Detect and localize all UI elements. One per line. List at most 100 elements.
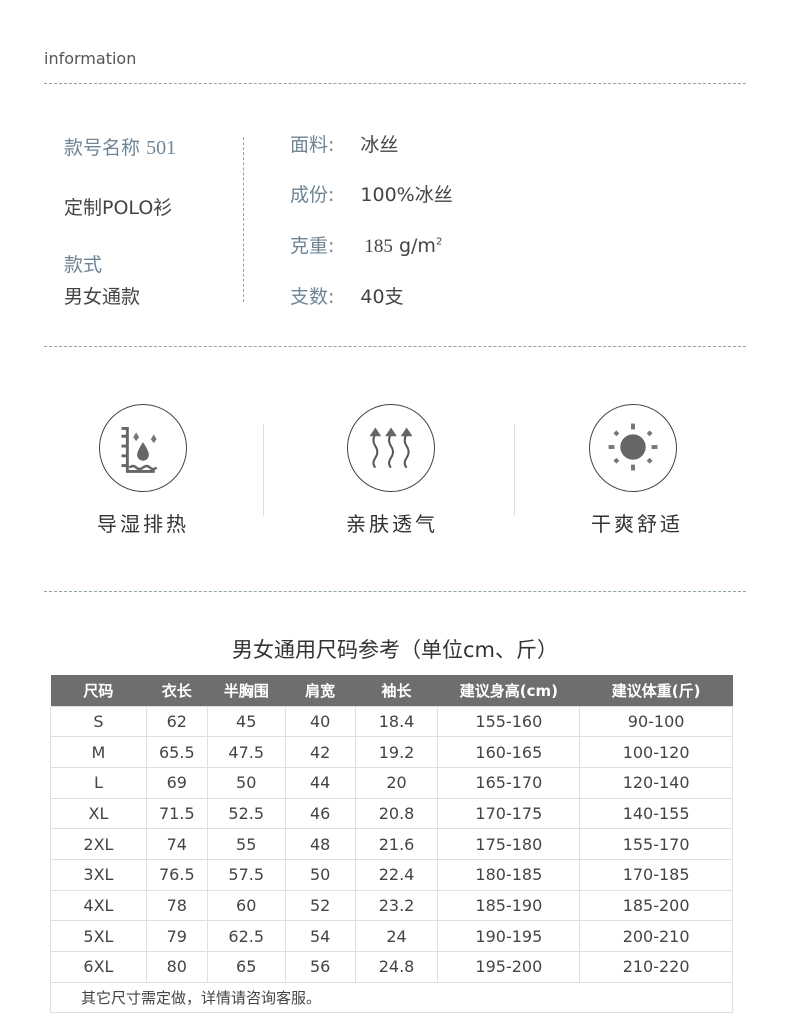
section-label: information xyxy=(44,49,137,68)
table-row: 5XL 79 62.5 54 24 190-195 200-210 xyxy=(50,920,733,952)
column-header: 建议身高(cm) xyxy=(437,675,580,706)
separator xyxy=(263,424,264,516)
table-cell: 65 xyxy=(206,951,286,983)
table-cell: 165-170 xyxy=(437,766,581,799)
table-cell: 74 xyxy=(145,828,208,860)
table-cell: 54 xyxy=(284,920,356,952)
style-label: 款式 xyxy=(64,254,103,276)
table-cell: 69 xyxy=(145,766,208,799)
spec-unit-sup: 2 xyxy=(435,236,443,248)
table-cell: L xyxy=(50,766,147,799)
column-header: 袖长 xyxy=(355,675,438,706)
spec-unit: g/m xyxy=(398,235,436,257)
table-cell: 56 xyxy=(284,951,356,983)
table-cell: 90-100 xyxy=(579,705,733,738)
table-cell: 21.6 xyxy=(354,828,439,860)
table-cell: 55 xyxy=(206,828,286,860)
table-cell: 3XL xyxy=(50,858,147,891)
table-cell: 48 xyxy=(284,828,356,860)
table-cell: 2XL xyxy=(50,828,147,860)
table-cell: 180-185 xyxy=(437,858,581,891)
moisture-wicking-icon xyxy=(99,404,187,492)
table-row: 2XL 74 55 48 21.6 175-180 155-170 xyxy=(50,828,733,860)
table-cell: 18.4 xyxy=(354,705,439,738)
table-cell: 60 xyxy=(206,889,286,922)
size-chart-table: 尺码 衣长 半胸围 肩宽 袖长 建议身高(cm) 建议体重(斤) S 62 45 40 18.4 15… xyxy=(50,675,733,1014)
spec-label: 成份: xyxy=(290,184,335,206)
spec-label: 支数: xyxy=(290,286,335,308)
table-cell: 195-200 xyxy=(437,951,581,983)
table-cell: 71.5 xyxy=(145,797,208,830)
table-cell: 4XL xyxy=(50,889,147,922)
spec-row-weight: 克重: 185 g/m2 xyxy=(290,231,442,258)
table-row: XL 71.5 52.5 46 20.8 170-175 140-155 xyxy=(50,797,733,830)
table-row: 6XL 80 65 56 24.8 195-200 210-220 xyxy=(50,951,733,983)
table-cell: S xyxy=(50,705,147,738)
spec-value: 100%冰丝 xyxy=(360,184,453,206)
table-row: S 62 45 40 18.4 155-160 90-100 xyxy=(50,705,733,738)
table-cell: 160-165 xyxy=(437,736,581,768)
table-cell: 79 xyxy=(145,920,208,952)
table-cell: 200-210 xyxy=(579,920,733,952)
feature-label: 干爽舒适 xyxy=(591,512,683,536)
table-cell: 175-180 xyxy=(437,828,581,860)
model-label: 款号名称 xyxy=(64,137,141,159)
spec-value: 185 xyxy=(364,236,393,257)
model-value: 501 xyxy=(146,137,177,159)
product-name: 定制POLO衫 xyxy=(64,197,173,219)
table-cell: 140-155 xyxy=(579,797,733,830)
table-cell: 24 xyxy=(354,920,439,952)
table-cell: 50 xyxy=(284,858,356,891)
table-row: M 65.5 47.5 42 19.2 160-165 100-120 xyxy=(50,736,733,768)
sun-dry-icon xyxy=(589,404,677,492)
vertical-divider xyxy=(243,137,244,302)
spec-value: 40支 xyxy=(360,286,404,308)
table-row: L 69 50 44 20 165-170 120-140 xyxy=(50,766,733,799)
style-value: 男女通款 xyxy=(64,286,141,308)
table-cell: 44 xyxy=(284,766,356,799)
table-cell: 62 xyxy=(145,705,208,738)
table-row: 4XL 78 60 52 23.2 185-190 185-200 xyxy=(50,889,733,922)
divider xyxy=(44,591,746,592)
table-cell: 50 xyxy=(206,766,286,799)
size-chart-title: 男女通用尺码参考（单位cm、斤） xyxy=(231,638,558,662)
table-cell: 6XL xyxy=(50,951,147,983)
table-cell: 190-195 xyxy=(437,920,581,952)
table-cell: 185-190 xyxy=(437,889,581,922)
table-cell: 76.5 xyxy=(145,858,208,891)
table-cell: 155-170 xyxy=(579,828,733,860)
table-cell: 80 xyxy=(145,951,208,983)
table-cell: 155-160 xyxy=(437,705,581,738)
table-cell: 185-200 xyxy=(579,889,733,922)
table-cell: 52 xyxy=(284,889,356,922)
table-cell: 47.5 xyxy=(206,736,286,768)
table-cell: 46 xyxy=(284,797,356,830)
table-cell: 5XL xyxy=(50,920,147,952)
table-cell: 20.8 xyxy=(354,797,439,830)
column-header: 衣长 xyxy=(146,675,208,706)
table-cell: 19.2 xyxy=(354,736,439,768)
table-cell: 42 xyxy=(284,736,356,768)
spec-label: 克重: xyxy=(290,235,335,257)
table-cell: 65.5 xyxy=(145,736,208,768)
feature-label: 亲肤透气 xyxy=(346,512,438,536)
table-header: 尺码 衣长 半胸围 肩宽 袖长 建议身高(cm) 建议体重(斤) xyxy=(50,675,733,706)
column-header: 肩宽 xyxy=(285,675,356,706)
divider xyxy=(44,346,746,347)
column-header: 尺码 xyxy=(50,675,147,706)
note-row: 其它尺寸需定做，详情请咨询客服。 xyxy=(50,981,733,1014)
table-cell: XL xyxy=(50,797,147,830)
table-cell: 52.5 xyxy=(206,797,286,830)
table-cell: M xyxy=(50,736,147,768)
table-cell: 170-175 xyxy=(437,797,581,830)
table-cell: 45 xyxy=(206,705,286,738)
spec-label: 面料: xyxy=(290,134,335,156)
spec-value: 冰丝 xyxy=(360,134,399,156)
table-cell: 210-220 xyxy=(579,951,733,983)
table-row: 3XL 76.5 57.5 50 22.4 180-185 170-185 xyxy=(50,858,733,891)
size-note: 其它尺寸需定做，详情请咨询客服。 xyxy=(50,981,733,1014)
table-cell: 20 xyxy=(354,766,439,799)
column-header: 半胸围 xyxy=(207,675,286,706)
divider xyxy=(44,83,746,84)
column-header: 建议体重(斤) xyxy=(579,675,733,706)
